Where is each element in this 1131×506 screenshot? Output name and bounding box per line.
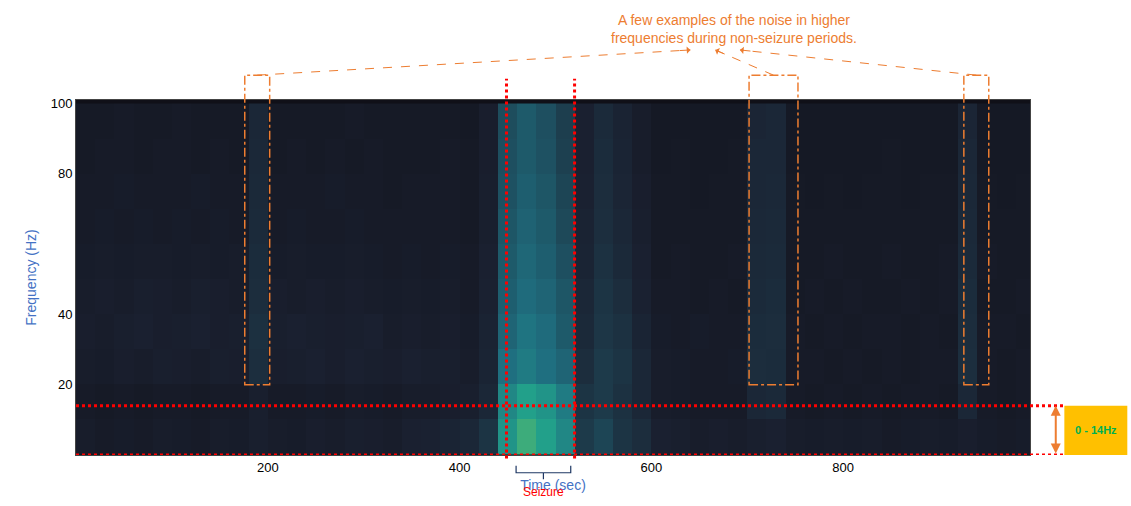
svg-text:A few examples of the noise in: A few examples of the noise in higherfre… <box>611 12 857 46</box>
svg-text:200: 200 <box>257 460 279 475</box>
svg-text:100: 100 <box>51 96 73 111</box>
svg-text:0 - 14Hz: 0 - 14Hz <box>1075 424 1117 436</box>
svg-text:20: 20 <box>58 377 72 392</box>
svg-text:800: 800 <box>832 460 854 475</box>
svg-text:Time (sec): Time (sec) <box>520 477 586 493</box>
svg-text:80: 80 <box>58 166 72 181</box>
svg-text:40: 40 <box>58 307 72 322</box>
svg-text:600: 600 <box>640 460 662 475</box>
svg-text:Frequency (Hz): Frequency (Hz) <box>23 229 39 325</box>
svg-text:400: 400 <box>449 460 471 475</box>
svg-text:Seizure: Seizure <box>523 485 564 499</box>
